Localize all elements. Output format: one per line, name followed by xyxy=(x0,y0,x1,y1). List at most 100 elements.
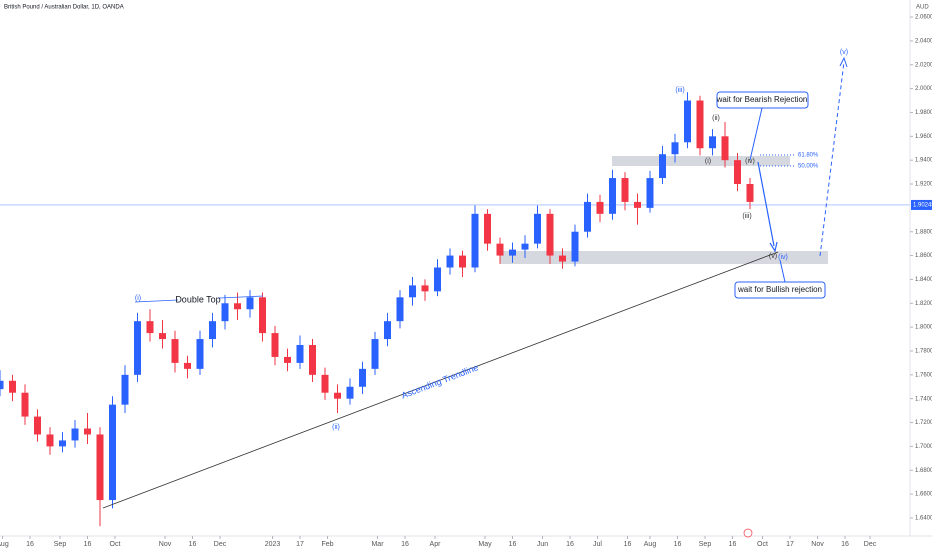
x-tick-label: 16 xyxy=(84,541,92,548)
x-tick-label: Sep xyxy=(54,541,67,548)
candle-body xyxy=(259,297,266,334)
candle-body xyxy=(696,100,704,149)
candle-body xyxy=(271,333,279,357)
candle-body xyxy=(309,345,316,375)
x-tick-label: 16 xyxy=(26,541,34,548)
candle-body xyxy=(596,201,604,214)
candle-body xyxy=(34,416,41,435)
annotation: wait for Bullish rejection xyxy=(737,285,822,294)
trendline xyxy=(102,251,779,509)
candle-body xyxy=(396,297,404,322)
y-tick-label: 1.7000 xyxy=(915,444,932,450)
x-tick-label: Apr xyxy=(430,541,442,548)
x-tick-label: Oct xyxy=(110,541,121,548)
x-tick-label: 16 xyxy=(841,541,849,548)
candle-body xyxy=(434,267,441,292)
candle-body xyxy=(521,243,529,250)
candle-body xyxy=(221,303,229,322)
candle-body xyxy=(659,154,666,179)
candle-body xyxy=(584,201,591,232)
candle-body xyxy=(284,356,291,363)
x-tick-label: Oct xyxy=(757,541,768,548)
callout-line xyxy=(749,107,763,161)
y-tick-label: 1.8800 xyxy=(915,229,932,235)
callout-line xyxy=(779,259,786,283)
candle-body xyxy=(459,255,466,268)
candle-body xyxy=(109,404,116,501)
y-tick-label: 1.8400 xyxy=(915,277,932,283)
candle-body xyxy=(421,285,429,292)
last-price-tag xyxy=(911,199,932,210)
wave-label: (i) xyxy=(135,295,141,302)
candle-body xyxy=(209,321,216,340)
candle-body xyxy=(71,428,79,441)
candle-body xyxy=(559,255,566,262)
candle-body xyxy=(134,321,141,375)
x-tick-label: 16 xyxy=(566,541,574,548)
wave-label: (v) xyxy=(840,49,848,56)
x-tick-label: 16 xyxy=(624,541,632,548)
event-icon xyxy=(743,528,753,538)
y-tick-label: 1.9800 xyxy=(915,110,932,116)
y-tick-label: 1.6800 xyxy=(915,468,932,474)
support-zone xyxy=(500,251,828,264)
candle-body xyxy=(184,362,191,369)
x-tick-label: Jun xyxy=(537,541,548,548)
price-axis xyxy=(910,0,932,550)
candle-body xyxy=(21,392,29,417)
y-tick-label: 1.9200 xyxy=(915,182,932,188)
candle-body xyxy=(234,303,241,310)
candle-body xyxy=(146,321,154,334)
x-tick-label: 16 xyxy=(401,541,409,548)
x-tick-label: Nov xyxy=(811,541,824,548)
candle-body xyxy=(709,136,716,149)
candle-body xyxy=(296,345,304,363)
plot-area xyxy=(0,154,910,264)
y-tick-label: 1.9600 xyxy=(915,134,932,140)
x-tick-label: 17 xyxy=(296,541,304,548)
y-tick-label: 1.7600 xyxy=(915,372,932,378)
x-tick-label: Aug xyxy=(0,541,9,548)
candle-body xyxy=(359,368,366,387)
y-tick-label: 1.7800 xyxy=(915,349,932,355)
y-tick-label: 1.6400 xyxy=(915,516,932,522)
candle-body xyxy=(0,380,4,390)
callout-box xyxy=(716,91,809,109)
candle-body xyxy=(384,321,391,340)
candle-body xyxy=(334,392,341,399)
candle-body xyxy=(609,178,616,214)
candle-body xyxy=(684,100,691,143)
candle-body xyxy=(9,380,16,393)
candle-body xyxy=(671,142,679,155)
arrow-head xyxy=(839,56,848,68)
candle-body xyxy=(571,231,579,262)
candle-body xyxy=(84,428,91,435)
x-tick-label: May xyxy=(478,541,492,548)
callout-box xyxy=(734,281,826,299)
x-tick-label: 16 xyxy=(509,541,517,548)
candle-body xyxy=(734,160,741,185)
candle-body xyxy=(196,339,204,369)
y-tick-label: 1.9400 xyxy=(915,158,932,164)
candle-body xyxy=(96,434,104,501)
x-tick-label: Nov xyxy=(159,541,172,548)
wave-label: (iv) xyxy=(745,158,755,165)
wave-label: (i) xyxy=(705,158,711,165)
resistance-zone xyxy=(612,156,790,166)
y-tick-label: 1.8600 xyxy=(915,253,932,259)
candle-body xyxy=(746,184,754,202)
projection xyxy=(819,61,845,257)
y-tick-label: 1.6600 xyxy=(915,492,932,498)
label-bg xyxy=(178,294,218,306)
fib-label: 61.80% xyxy=(798,153,819,159)
x-tick-label: 16 xyxy=(729,541,737,548)
wave-label: (ii) xyxy=(332,424,340,431)
y-tick-label: 2.0000 xyxy=(915,86,932,92)
fib-label: 50.00% xyxy=(798,164,819,170)
x-tick-label: Aug xyxy=(644,541,657,548)
annotation: wait for Bearish Rejection xyxy=(716,95,808,104)
candle-body xyxy=(546,213,554,256)
candle-body xyxy=(509,249,516,256)
